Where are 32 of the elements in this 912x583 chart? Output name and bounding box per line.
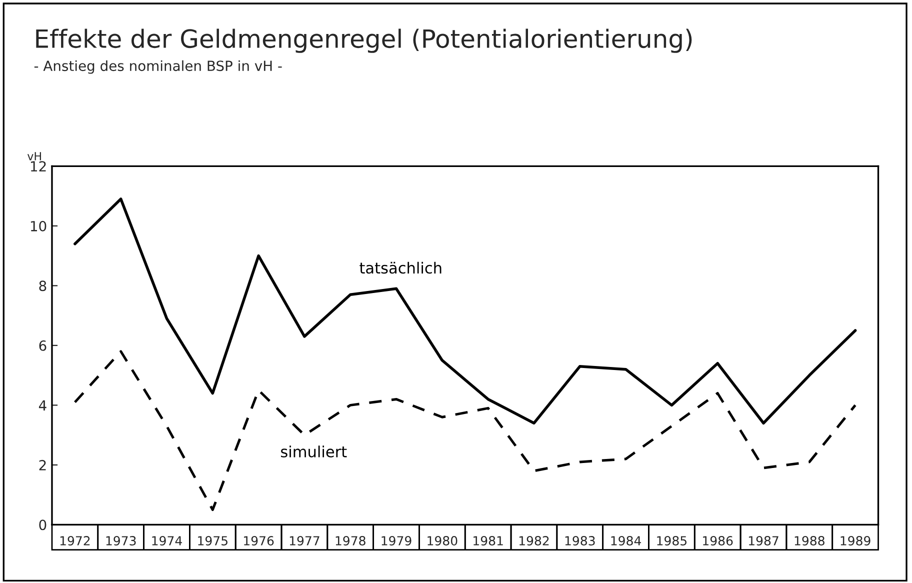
x-tick-label: 1972 xyxy=(60,536,90,546)
y-tick-label: 6 xyxy=(39,340,46,351)
series-label: tatsächlich xyxy=(360,262,442,274)
x-tick-label: 1974 xyxy=(152,536,182,546)
x-tick-label: 1982 xyxy=(519,536,549,546)
y-tick-label: 4 xyxy=(38,400,46,410)
y-axis-title: vH xyxy=(27,152,41,160)
x-tick-label: 1977 xyxy=(290,536,320,546)
series-label: simuliert xyxy=(281,446,347,458)
x-tick-label: 1983 xyxy=(565,536,595,546)
line-series xyxy=(74,198,857,424)
x-tick-label: 1973 xyxy=(106,536,136,546)
x-tick-label: 1984 xyxy=(611,536,641,546)
y-tick-label: 8 xyxy=(39,280,46,292)
x-tick-label: 1979 xyxy=(382,536,412,546)
x-tick-label: 1978 xyxy=(336,536,366,546)
x-tick-label: 1981 xyxy=(474,536,503,546)
line-series xyxy=(74,350,857,512)
x-tick-label: 1985 xyxy=(657,536,686,546)
y-tick-label: 2 xyxy=(39,460,46,470)
x-tick-label: 1975 xyxy=(198,536,228,546)
x-tick-label: 1989 xyxy=(840,536,870,546)
x-tick-label: 1980 xyxy=(428,536,458,546)
chart-subtitle: - Anstieg des nominalen BSP in vH - xyxy=(34,60,282,74)
x-tick-label: 1986 xyxy=(703,536,733,546)
y-tick-label: 0 xyxy=(39,520,46,530)
y-tick-label: 10 xyxy=(30,220,46,232)
chart-title: Effekte der Geldmengenregel (Potentialorientierung) xyxy=(36,28,692,53)
y-tick-label: 12 xyxy=(30,161,46,172)
x-tick-label: 1976 xyxy=(244,536,274,546)
x-tick-label: 1988 xyxy=(794,536,824,546)
x-tick-label: 1987 xyxy=(748,536,778,546)
